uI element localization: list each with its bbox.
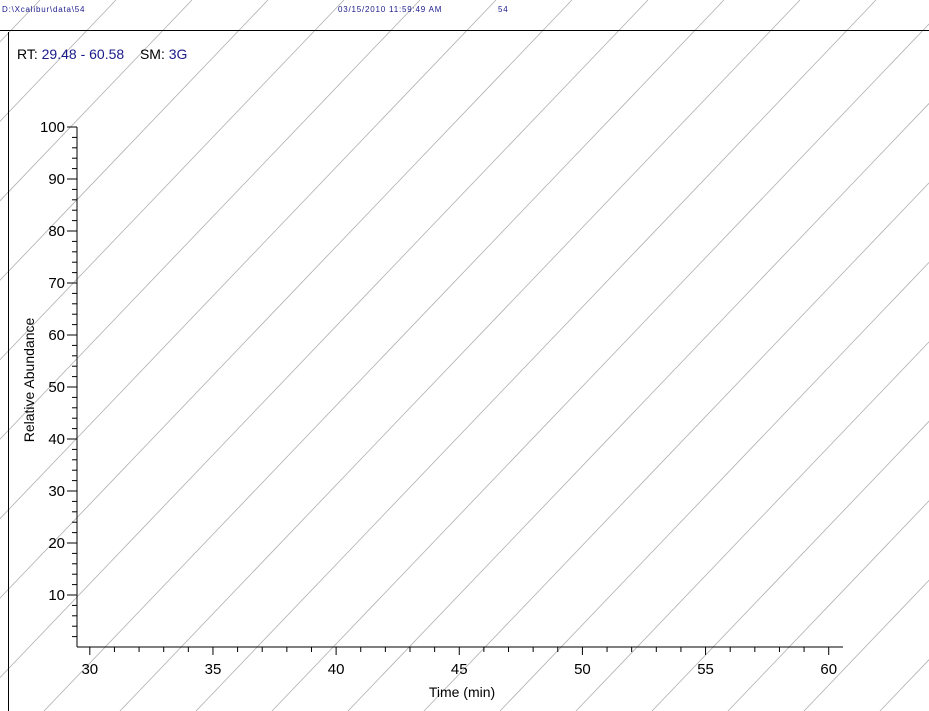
header-bar: D:\Xcalibur\data\54 03/15/2010 11:59:49 …	[0, 0, 929, 31]
x-tick-label: 30	[81, 661, 98, 678]
hatch-line	[651, 420, 929, 711]
y-tick-label: 10	[48, 587, 65, 604]
file-path: D:\Xcalibur\data\54	[2, 5, 86, 14]
x-tick-label: 35	[205, 661, 222, 678]
hatch-line	[195, 0, 877, 711]
y-tick-label: 40	[48, 431, 65, 448]
y-tick-label: 90	[48, 171, 65, 188]
rt-label: RT:	[17, 46, 38, 62]
rt-value: 29.48 - 60.58	[41, 46, 125, 62]
y-tick-label: 100	[40, 119, 65, 136]
y-tick-label: 30	[48, 483, 65, 500]
hatch-line	[0, 0, 573, 599]
sample-id: 54	[498, 5, 509, 14]
hatch-line	[0, 0, 117, 122]
y-tick-label: 50	[48, 379, 65, 396]
hatch-line	[0, 0, 269, 281]
y-tick-label: 70	[48, 275, 65, 292]
hatch-line	[43, 0, 725, 711]
y-tick-label: 20	[48, 535, 65, 552]
y-tick-label: 80	[48, 223, 65, 240]
hatch-line	[0, 0, 345, 361]
hatch-line	[0, 0, 649, 679]
timestamp: 03/15/2010 11:59:49 AM	[338, 5, 443, 14]
hatch-line	[499, 261, 929, 711]
sm-value: 3G	[168, 46, 188, 62]
hatch-line	[803, 579, 929, 711]
hatch-line	[119, 0, 801, 711]
y-tick-label: 60	[48, 327, 65, 344]
x-tick-label: 60	[820, 661, 837, 678]
sm-label: SM:	[139, 46, 165, 62]
hatch-line	[0, 0, 193, 202]
hatch-line	[727, 500, 929, 711]
hatch-line	[271, 23, 929, 711]
x-axis-title: Time (min)	[429, 684, 495, 700]
hatch-line	[575, 341, 929, 711]
hatch-line	[0, 0, 421, 440]
x-tick-label: 45	[451, 661, 468, 678]
left-border	[8, 32, 9, 711]
hatch-line	[347, 102, 929, 711]
x-tick-label: 40	[328, 661, 345, 678]
hatch-line	[0, 0, 497, 520]
x-tick-label: 55	[697, 661, 714, 678]
y-axis-title: Relative Abundance	[21, 318, 37, 443]
hatch-line	[423, 182, 929, 711]
x-tick-label: 50	[574, 661, 591, 678]
info-line: RT: 29.48 - 60.58 SM: 3G	[17, 46, 187, 62]
